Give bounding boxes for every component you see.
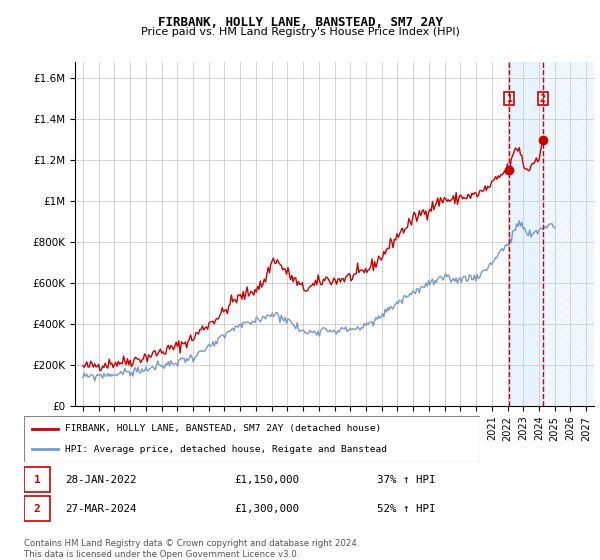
Text: FIRBANK, HOLLY LANE, BANSTEAD, SM7 2AY: FIRBANK, HOLLY LANE, BANSTEAD, SM7 2AY (157, 16, 443, 29)
Text: 1: 1 (506, 94, 512, 104)
Text: FIRBANK, HOLLY LANE, BANSTEAD, SM7 2AY (detached house): FIRBANK, HOLLY LANE, BANSTEAD, SM7 2AY (… (65, 424, 381, 433)
Text: 52% ↑ HPI: 52% ↑ HPI (377, 503, 436, 514)
FancyBboxPatch shape (24, 416, 480, 462)
Text: 1: 1 (34, 475, 41, 485)
Text: £1,300,000: £1,300,000 (234, 503, 299, 514)
FancyBboxPatch shape (24, 467, 50, 492)
FancyBboxPatch shape (24, 496, 50, 521)
Text: 28-JAN-2022: 28-JAN-2022 (65, 475, 137, 485)
Text: 27-MAR-2024: 27-MAR-2024 (65, 503, 137, 514)
Text: Contains HM Land Registry data © Crown copyright and database right 2024.
This d: Contains HM Land Registry data © Crown c… (24, 539, 359, 559)
Text: 37% ↑ HPI: 37% ↑ HPI (377, 475, 436, 485)
Text: HPI: Average price, detached house, Reigate and Banstead: HPI: Average price, detached house, Reig… (65, 445, 387, 454)
Text: 2: 2 (34, 503, 41, 514)
Bar (543, 62, 594, 406)
Bar (509, 62, 543, 406)
Text: 2: 2 (540, 94, 546, 104)
Text: £1,150,000: £1,150,000 (234, 475, 299, 485)
Text: Price paid vs. HM Land Registry's House Price Index (HPI): Price paid vs. HM Land Registry's House … (140, 27, 460, 37)
